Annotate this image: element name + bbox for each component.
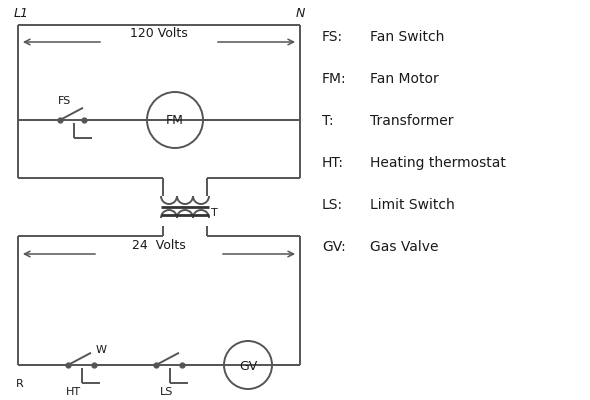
Text: T:: T: [322, 114, 333, 128]
Text: GV:: GV: [322, 240, 346, 254]
Text: FS:: FS: [322, 30, 343, 44]
Text: LS: LS [160, 387, 173, 397]
Text: Heating thermostat: Heating thermostat [370, 156, 506, 170]
Text: T: T [211, 208, 218, 218]
Text: Limit Switch: Limit Switch [370, 198, 455, 212]
Text: N: N [296, 7, 306, 20]
Text: GV: GV [239, 360, 257, 372]
Text: R: R [16, 379, 24, 389]
Text: 120 Volts: 120 Volts [130, 27, 188, 40]
Text: LS:: LS: [322, 198, 343, 212]
Text: W: W [96, 345, 107, 355]
Text: L1: L1 [14, 7, 29, 20]
Text: Transformer: Transformer [370, 114, 454, 128]
Text: FS: FS [58, 96, 71, 106]
Text: HT:: HT: [322, 156, 344, 170]
Text: 24  Volts: 24 Volts [132, 239, 186, 252]
Text: Gas Valve: Gas Valve [370, 240, 438, 254]
Text: FM: FM [166, 114, 184, 128]
Text: FM:: FM: [322, 72, 347, 86]
Text: Fan Motor: Fan Motor [370, 72, 439, 86]
Text: Fan Switch: Fan Switch [370, 30, 444, 44]
Text: HT: HT [66, 387, 81, 397]
